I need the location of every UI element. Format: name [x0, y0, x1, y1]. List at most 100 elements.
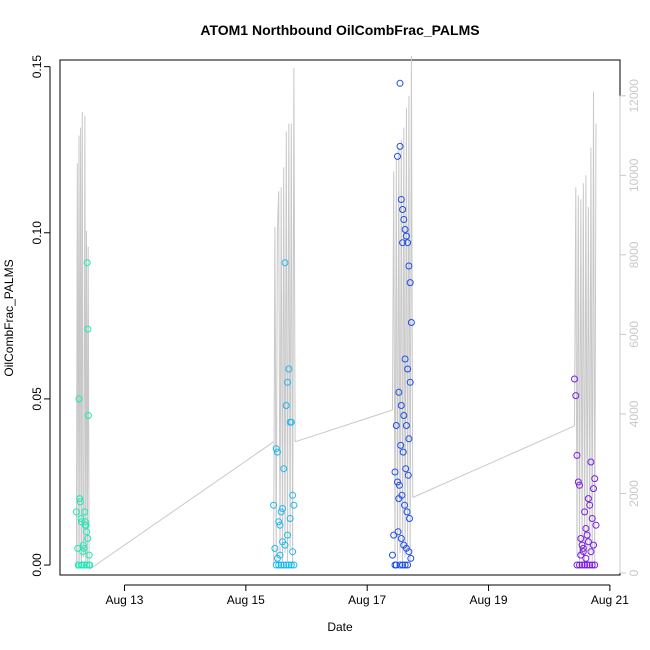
data-point	[395, 481, 403, 489]
data-point	[591, 475, 599, 483]
y2-tick-label: 4000	[627, 400, 641, 427]
data-point	[578, 561, 586, 569]
data-point	[401, 501, 408, 509]
data-point	[287, 418, 295, 426]
y-tick-label: 0.00	[30, 553, 44, 577]
data-point	[84, 325, 92, 333]
data-point	[290, 501, 298, 509]
data-point	[279, 505, 286, 512]
altitude-flight-line	[574, 91, 597, 566]
data-point	[79, 541, 87, 549]
y-axis-label: OilCombFrac_PALMS	[2, 259, 16, 376]
data-point	[85, 551, 93, 559]
y-tick-label: 0.15	[30, 55, 44, 79]
data-point	[404, 471, 412, 479]
data-point	[573, 451, 581, 459]
y-tick-label: 0.10	[30, 221, 44, 245]
data-point	[280, 561, 288, 569]
data-point	[285, 365, 293, 373]
data-point	[581, 508, 589, 516]
data-point	[406, 279, 414, 287]
y2-tick-label: 6000	[627, 321, 641, 348]
data-point	[395, 388, 403, 396]
data-point	[81, 508, 89, 516]
data-point	[576, 561, 583, 569]
data-point	[405, 435, 413, 443]
data-point	[396, 561, 404, 569]
y2-tick-label: 2000	[627, 480, 641, 507]
data-point	[396, 79, 404, 87]
data-point	[273, 448, 281, 456]
data-point	[584, 538, 592, 546]
data-point	[584, 495, 592, 503]
data-point	[581, 561, 589, 569]
data-point	[404, 239, 412, 247]
data-point	[586, 501, 594, 509]
data-point	[290, 561, 298, 569]
altitude-transit-line	[294, 409, 393, 443]
data-point	[397, 196, 405, 203]
x-tick-label: Aug 17	[348, 593, 386, 607]
y2-tick-label: 12000	[627, 79, 641, 113]
data-point	[407, 319, 415, 326]
data-point	[407, 554, 415, 562]
data-point	[289, 491, 297, 499]
data-point	[285, 561, 293, 569]
data-point	[282, 561, 290, 569]
data-point	[402, 465, 410, 473]
altitude-transit-line	[89, 441, 274, 570]
x-axis-label: Date	[327, 620, 353, 634]
data-point	[397, 402, 405, 409]
data-point	[392, 422, 400, 429]
data-point	[80, 561, 88, 569]
data-point	[582, 525, 590, 532]
data-point	[84, 535, 92, 542]
data-point	[280, 465, 288, 473]
data-point	[75, 395, 83, 403]
data-point	[587, 458, 595, 466]
x-tick-label: Aug 13	[105, 593, 143, 607]
data-point	[80, 544, 88, 552]
data-point	[402, 232, 410, 240]
data-point	[578, 541, 586, 549]
data-point	[282, 402, 290, 409]
data-point	[399, 239, 407, 247]
altitude-flight-line	[75, 111, 91, 570]
data-point	[571, 375, 578, 383]
data-point	[590, 541, 597, 549]
data-point	[576, 481, 583, 489]
data-point	[76, 498, 84, 506]
data-point	[284, 531, 291, 539]
data-point	[401, 226, 409, 233]
data-point	[76, 495, 84, 503]
data-point	[273, 554, 281, 562]
data-point	[389, 551, 396, 559]
altitude-flight-line	[273, 67, 296, 566]
data-point	[402, 422, 410, 429]
y-tick-label: 0.05	[30, 387, 44, 411]
data-point	[587, 548, 595, 556]
data-point	[577, 551, 585, 559]
y-axis: 0.00 0.05 0.10 0.15	[30, 55, 51, 577]
data-point	[577, 535, 585, 542]
data-point	[394, 152, 401, 160]
data-point	[403, 508, 411, 516]
x-tick-label: Aug 21	[591, 593, 629, 607]
data-point	[592, 521, 600, 529]
y2-tick-label: 8000	[627, 241, 641, 268]
y2-tick-label: 0	[627, 569, 641, 576]
data-point	[289, 548, 297, 556]
data-point	[406, 378, 414, 386]
data-point	[399, 206, 407, 213]
x-axis: Aug 13 Aug 15 Aug 17 Aug 19 Aug 21	[105, 584, 629, 607]
data-point	[272, 445, 280, 453]
data-point	[79, 548, 87, 556]
data-point	[400, 216, 408, 223]
data-point	[279, 538, 286, 546]
data-point	[401, 561, 409, 569]
data-point	[591, 561, 599, 569]
x-tick-label: Aug 19	[470, 593, 508, 607]
data-point	[573, 561, 581, 569]
data-point	[72, 508, 80, 516]
